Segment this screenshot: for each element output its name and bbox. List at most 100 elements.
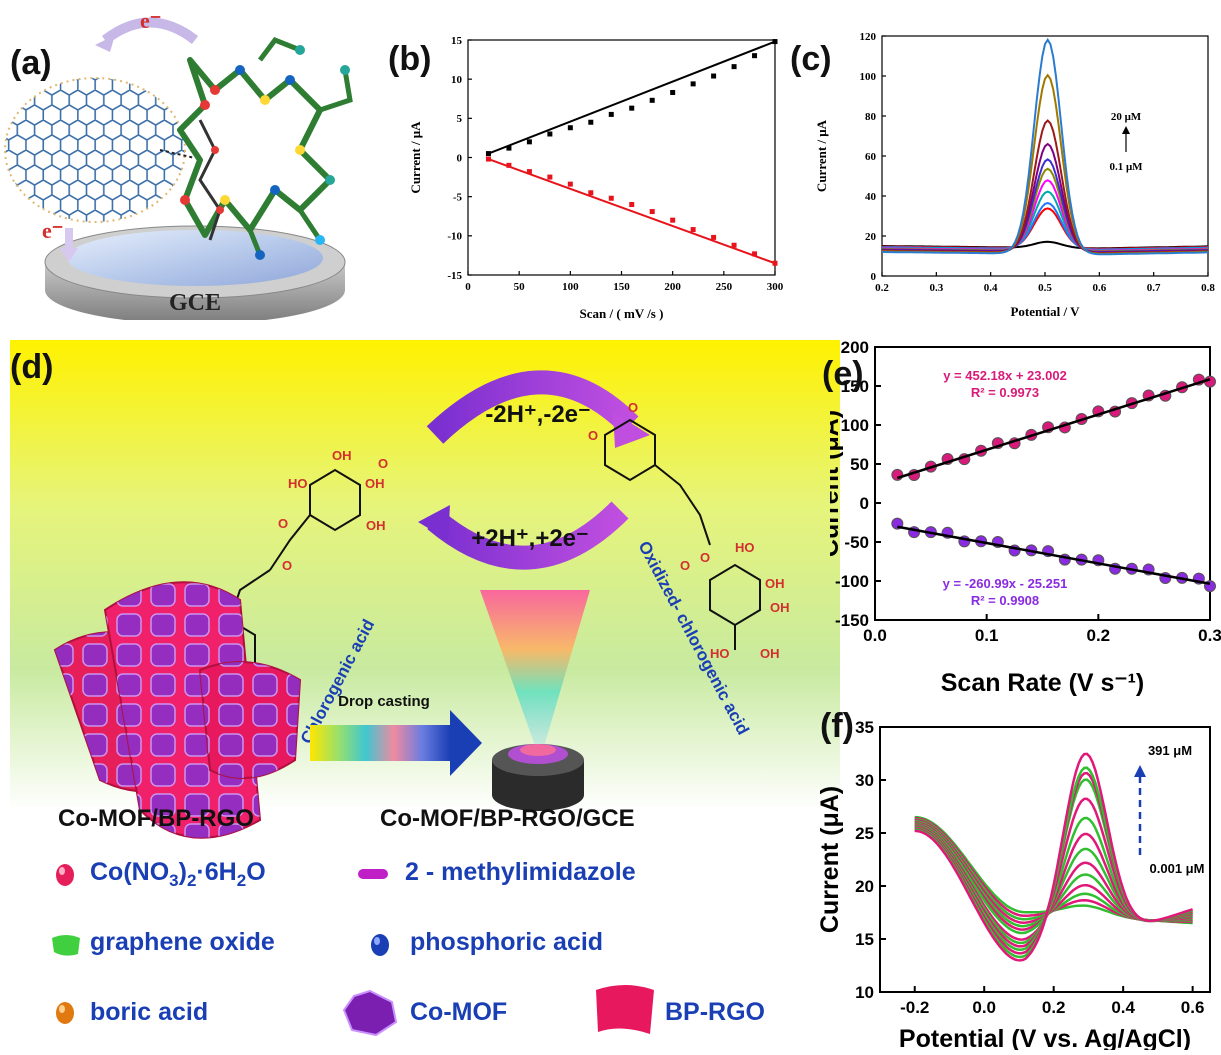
- x-tick-label: 0: [465, 281, 471, 293]
- oxidation-arc: [426, 370, 639, 444]
- x-tick-label: 0.0: [972, 998, 996, 1017]
- pink-sphere-icon: [56, 864, 74, 886]
- anodic-point: [567, 125, 573, 131]
- anodic-point: [772, 39, 778, 45]
- y-tick-label: 15: [855, 930, 874, 949]
- x-tick-label: 0.7: [1147, 282, 1161, 294]
- x-tick-label: 300: [767, 281, 784, 293]
- y-tick-label: 0: [871, 271, 877, 283]
- svg-text:OH: OH: [332, 448, 352, 463]
- material-caption: Co-MOF/BP-RGO: [58, 805, 254, 832]
- svg-text:OH: OH: [765, 576, 785, 591]
- y-tick-label: 100: [860, 71, 877, 83]
- x-tick-label: 150: [613, 281, 630, 293]
- y-tick-label: 150: [841, 377, 869, 396]
- panel-c-plot: 0.2 0.3 0.4 0.5 0.6 0.7 0.8 0 20 40 60 80 100 120 Pote…: [814, 31, 1215, 319]
- x-tick-label: -0.2: [900, 998, 929, 1017]
- y-tick-label: 0: [860, 494, 869, 513]
- electron-label-bottom: e⁻: [42, 218, 63, 243]
- y-axis-label: Current (μA): [816, 786, 844, 933]
- y-tick-label: 30: [855, 771, 874, 790]
- x-tick-label: 0.4: [1111, 998, 1135, 1017]
- blue-sphere-icon: [371, 934, 389, 956]
- y-tick-label: 10: [451, 74, 463, 86]
- cathodic-point: [506, 162, 512, 168]
- svg-text:O: O: [680, 558, 690, 573]
- panel-e-plot: 0.0 0.1 0.2 0.3 -150 -100 -50 0 50 100 150 200 Scan …: [816, 338, 1221, 697]
- panel-e-chart: (e) 0.0 0.1 0.2 0.3 -150 -100 -50 0 50 100 150 200 S…: [816, 335, 1221, 705]
- anodic-point: [629, 105, 635, 111]
- y-tick-label: 100: [841, 416, 869, 435]
- panel-f-plot: -0.2 0.0 0.2 0.4 0.6 10 15 20 25 30 35 Potential (V…: [816, 718, 1211, 1053]
- green-sheet-icon: [52, 935, 80, 956]
- x-tick-label: 0.8: [1201, 282, 1215, 294]
- conc-bottom-label: 0.1 μM: [1109, 161, 1143, 173]
- x-axis-label: Scan Rate (V s⁻¹): [941, 669, 1145, 697]
- anodic-point: [731, 64, 737, 70]
- anodic-point: [588, 119, 594, 125]
- panel-b-plot: 0 50 100 150 200 250 300 -15 -10 -5 0 5 10 15 Scan / (…: [408, 35, 784, 321]
- gce-disc-surface: [67, 230, 323, 286]
- cathodic-point: [547, 174, 553, 180]
- orange-sphere-icon: [56, 1002, 74, 1024]
- y-tick-label: 20: [855, 877, 874, 896]
- svg-text:HO: HO: [288, 476, 308, 491]
- cathodic-fit-line: [897, 525, 1211, 585]
- light-cone: [480, 590, 590, 760]
- legend-label-phosphoric-acid: phosphoric acid: [410, 928, 604, 956]
- legend-label-graphene-oxide: graphene oxide: [90, 928, 275, 956]
- anodic-point: [690, 81, 696, 87]
- legend-label-bp-rgo: BP-RGO: [665, 998, 765, 1026]
- magenta-rod-icon: [358, 869, 388, 879]
- legend-label-boric-acid: boric acid: [90, 998, 209, 1026]
- svg-text:O: O: [628, 400, 638, 415]
- electron-label-top: e⁻: [140, 8, 161, 33]
- x-tick-label: 0.3: [929, 282, 943, 294]
- dpv-curve: [914, 821, 1193, 931]
- x-tick-label: 0.4: [984, 282, 998, 294]
- svg-text:O: O: [278, 516, 288, 531]
- reduction-arc: [427, 501, 629, 570]
- concentration-arrowhead: [1134, 765, 1146, 777]
- x-tick-label: 0.3: [1198, 626, 1221, 645]
- x-tick-label: 0.0: [863, 626, 887, 645]
- y-tick-label: 25: [855, 824, 874, 843]
- panel-a-letter: (a): [10, 44, 52, 82]
- electron-down-arrow: [65, 228, 73, 250]
- panel-a-illustration: GCE e⁻ e⁻: [4, 8, 353, 324]
- cathodic-point: [526, 169, 532, 175]
- cathodic-point: [711, 234, 717, 240]
- drop-casting-arrow-head: [450, 710, 482, 776]
- y-axis-label: Current (μA): [830, 410, 844, 557]
- cathodic-equation: y = -260.99x - 25.251: [943, 576, 1068, 591]
- cathodic-fit-line: [488, 158, 776, 265]
- panel-c-letter: (c): [790, 40, 832, 78]
- cathodic-point: [485, 156, 491, 162]
- plot-frame: [879, 726, 1211, 993]
- electron-transfer-arrow: [101, 17, 199, 45]
- legend-label-co-mof: Co-MOF: [410, 998, 508, 1026]
- svg-text:O: O: [588, 428, 598, 443]
- dpv-curve: [914, 822, 1193, 935]
- y-tick-label: -15: [447, 270, 462, 282]
- x-tick-label: 100: [562, 281, 579, 293]
- legend-label-methylimidazole: 2 - methylimidazole: [405, 858, 636, 886]
- cathodic-point: [588, 190, 594, 196]
- cathodic-r2: R² = 0.9908: [971, 593, 1039, 608]
- x-tick-label: 0.2: [875, 282, 889, 294]
- x-tick-label: 0.5: [1038, 282, 1052, 294]
- x-tick-label: 0.6: [1181, 998, 1205, 1017]
- co-mof-bp-rgo-material: [53, 581, 302, 839]
- dpv-curve: [882, 119, 1209, 255]
- electrode-caption: Co-MOF/BP-RGO/GCE: [380, 805, 635, 832]
- y-tick-label: 20: [865, 231, 877, 243]
- anodic-point: [649, 97, 655, 103]
- y-tick-label: 15: [451, 35, 463, 47]
- concentration-arrowhead: [1122, 126, 1130, 134]
- cathodic-point: [690, 227, 696, 233]
- y-tick-label: 0: [457, 152, 463, 164]
- panel-b-letter: (b): [388, 40, 432, 78]
- panel-b-chart: (b) 0 50 100 150 200 250 300 -15 -10 -5 0 5 10 15 Scan…: [388, 20, 790, 330]
- anodic-point: [526, 139, 532, 145]
